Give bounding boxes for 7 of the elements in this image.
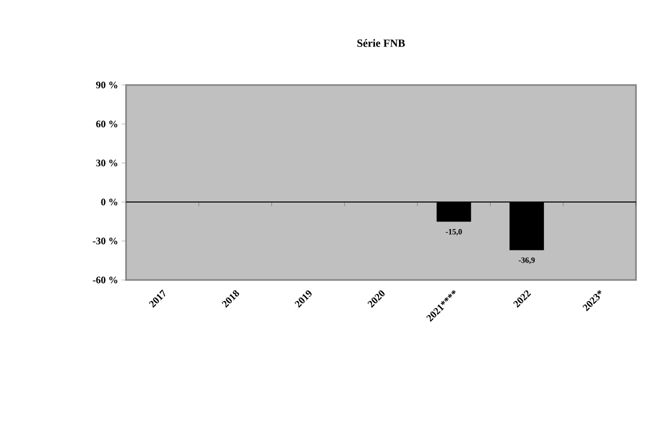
y-tick-label: 90 % xyxy=(96,82,118,88)
y-tick-label: 0 % xyxy=(101,198,118,206)
y-tick-label: 60 % xyxy=(96,120,118,128)
y-tick-label: -30 % xyxy=(92,238,118,244)
y-tick-label: 30 % xyxy=(96,160,118,166)
chart-title: Série FNB xyxy=(357,39,405,47)
y-tick-label: -60 % xyxy=(92,276,118,284)
